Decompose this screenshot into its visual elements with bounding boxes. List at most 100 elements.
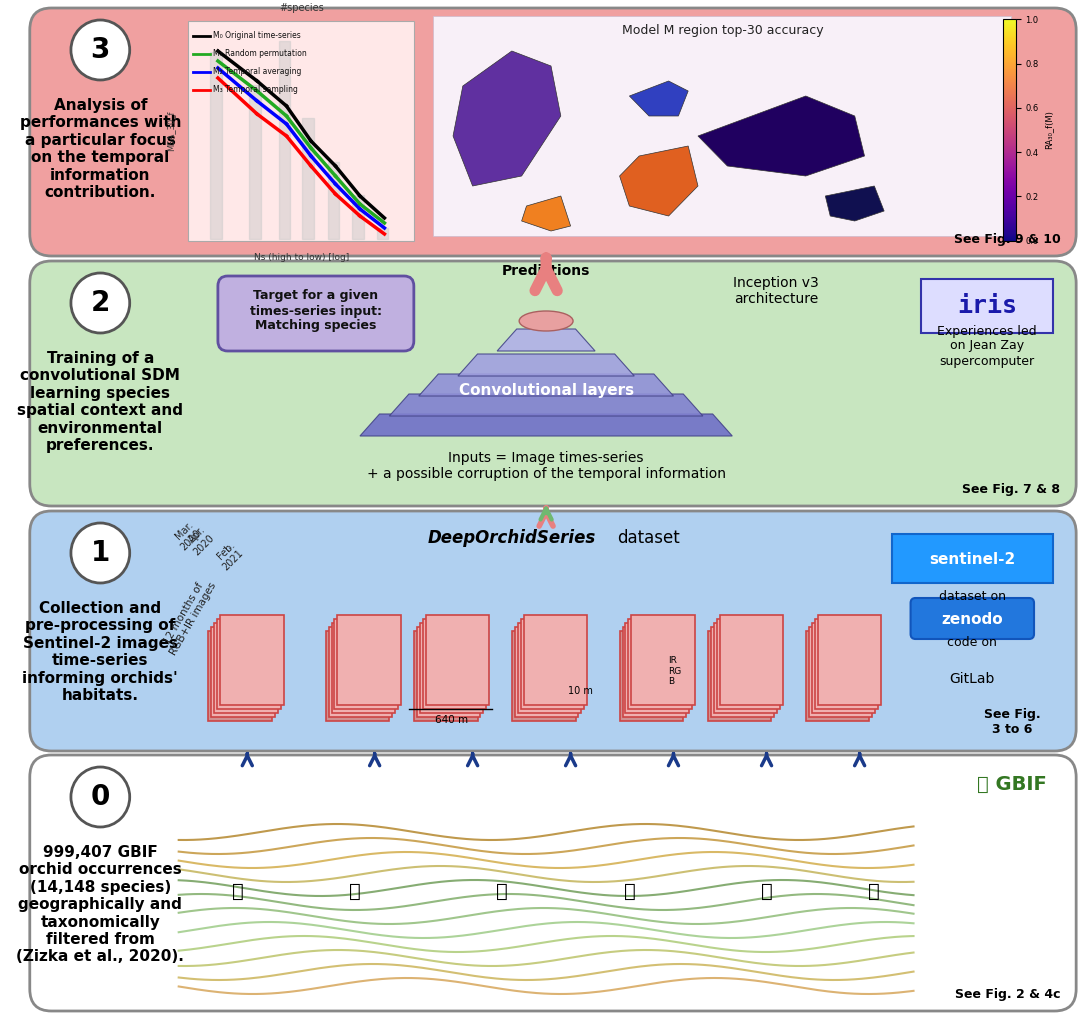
Text: MSA_30_f: MSA_30_f <box>166 111 176 151</box>
Bar <box>337 615 401 705</box>
Polygon shape <box>389 394 702 416</box>
Bar <box>217 619 281 709</box>
Polygon shape <box>698 96 865 176</box>
Circle shape <box>70 20 130 80</box>
Text: M₀ Original time-series: M₀ Original time-series <box>212 31 300 41</box>
Text: Ns (high to low) [log]: Ns (high to low) [log] <box>254 253 349 262</box>
FancyBboxPatch shape <box>29 8 1076 256</box>
Polygon shape <box>360 414 733 436</box>
Text: 12 months of
RGB+IR images: 12 months of RGB+IR images <box>158 575 219 657</box>
Text: Target for a given
times-series input:
Matching species: Target for a given times-series input: M… <box>250 290 382 332</box>
Text: ...: ... <box>222 541 233 551</box>
Text: zenodo: zenodo <box>942 612 1003 627</box>
Text: Mar.
2020: Mar. 2020 <box>170 519 203 553</box>
Bar <box>515 627 579 717</box>
Text: #species: #species <box>279 3 323 13</box>
Bar <box>512 631 576 721</box>
FancyBboxPatch shape <box>29 755 1076 1011</box>
Text: Predictions: Predictions <box>502 264 591 278</box>
Polygon shape <box>457 354 634 376</box>
Text: 🌱: 🌱 <box>349 882 361 900</box>
Text: 🌱: 🌱 <box>232 882 244 900</box>
Polygon shape <box>521 196 570 231</box>
Bar <box>414 631 478 721</box>
Bar <box>814 619 878 709</box>
Text: M₂ Temporal averaging: M₂ Temporal averaging <box>212 67 301 76</box>
Text: Training of a
convolutional SDM
learning species
spatial context and
environment: Training of a convolutional SDM learning… <box>17 351 183 453</box>
FancyBboxPatch shape <box>218 276 414 351</box>
Bar <box>711 627 774 717</box>
Bar <box>416 627 480 717</box>
Bar <box>327 162 339 239</box>
Text: IR
RG
B: IR RG B <box>669 656 682 686</box>
Bar <box>520 619 584 709</box>
Text: M₃ Temporal sampling: M₃ Temporal sampling <box>212 85 298 94</box>
Bar <box>524 615 588 705</box>
Text: DeepOrchidSeries: DeepOrchidSeries <box>428 529 596 547</box>
FancyBboxPatch shape <box>29 511 1076 751</box>
Text: Inception v3
architecture: Inception v3 architecture <box>734 276 820 306</box>
Circle shape <box>70 767 130 827</box>
Text: 2: 2 <box>91 289 109 317</box>
Bar <box>812 623 875 713</box>
Bar <box>325 631 389 721</box>
Text: Analysis of
performances with
a particular focus
on the temporal
information
con: Analysis of performances with a particul… <box>20 98 181 200</box>
Bar <box>708 631 772 721</box>
Text: 🌱: 🌱 <box>623 882 635 900</box>
Bar <box>302 118 314 239</box>
Text: Inputs = Image times-series
+ a possible corruption of the temporal information: Inputs = Image times-series + a possible… <box>366 451 725 482</box>
FancyBboxPatch shape <box>29 261 1076 506</box>
Bar <box>625 623 689 713</box>
FancyBboxPatch shape <box>921 279 1053 333</box>
Text: dataset: dataset <box>618 529 681 547</box>
Text: 999,407 GBIF
orchid occurrences
(14,148 species)
geographically and
taxonomicall: 999,407 GBIF orchid occurrences (14,148 … <box>16 845 184 964</box>
Text: 🌱: 🌱 <box>868 882 880 900</box>
Bar <box>279 41 291 239</box>
Bar <box>249 85 261 239</box>
Text: Feb.
2021: Feb. 2021 <box>212 539 245 572</box>
Bar <box>376 228 388 239</box>
Text: 🌱: 🌱 <box>761 882 773 900</box>
Bar <box>620 631 683 721</box>
FancyBboxPatch shape <box>911 598 1034 639</box>
Bar <box>631 615 695 705</box>
Polygon shape <box>498 329 595 351</box>
Bar <box>335 619 398 709</box>
Text: GitLab: GitLab <box>950 672 995 686</box>
Bar <box>210 52 222 239</box>
Text: Collection and
pre-processing of
Sentinel-2 images
time-series
informing orchids: Collection and pre-processing of Sentine… <box>23 601 178 703</box>
Bar <box>805 631 869 721</box>
Text: 🌱: 🌱 <box>496 882 508 900</box>
Text: See Fig. 2 & 4c: See Fig. 2 & 4c <box>955 988 1060 1001</box>
Bar <box>214 623 278 713</box>
Bar <box>208 631 272 721</box>
Text: See Fig. 7 & 8: See Fig. 7 & 8 <box>963 483 1060 496</box>
Text: 1: 1 <box>91 539 109 567</box>
Bar <box>720 615 784 705</box>
Text: See Fig. 9 & 10: See Fig. 9 & 10 <box>954 233 1060 246</box>
Polygon shape <box>630 81 688 116</box>
Bar <box>220 615 284 705</box>
Bar <box>518 623 581 713</box>
Text: Convolutional layers: Convolutional layers <box>459 383 634 398</box>
Polygon shape <box>453 51 560 186</box>
Ellipse shape <box>519 311 573 331</box>
Text: 640 m: 640 m <box>435 715 467 725</box>
Text: 0: 0 <box>91 783 109 811</box>
Bar <box>211 627 274 717</box>
Text: 3: 3 <box>91 36 109 64</box>
Polygon shape <box>825 186 885 221</box>
Text: Apr.
2020: Apr. 2020 <box>183 524 216 558</box>
Bar <box>817 615 881 705</box>
Text: code on: code on <box>947 636 997 649</box>
Text: See Fig.
3 to 6: See Fig. 3 to 6 <box>984 708 1041 736</box>
Bar <box>420 623 483 713</box>
Text: sentinel-2: sentinel-2 <box>929 552 1016 567</box>
Text: M₁ Random permutation: M₁ Random permutation <box>212 50 307 59</box>
Text: 10 m: 10 m <box>568 686 593 696</box>
Bar <box>629 619 692 709</box>
Text: iris: iris <box>957 294 1017 318</box>
Bar <box>332 623 396 713</box>
Bar <box>423 619 487 709</box>
Bar <box>717 619 780 709</box>
